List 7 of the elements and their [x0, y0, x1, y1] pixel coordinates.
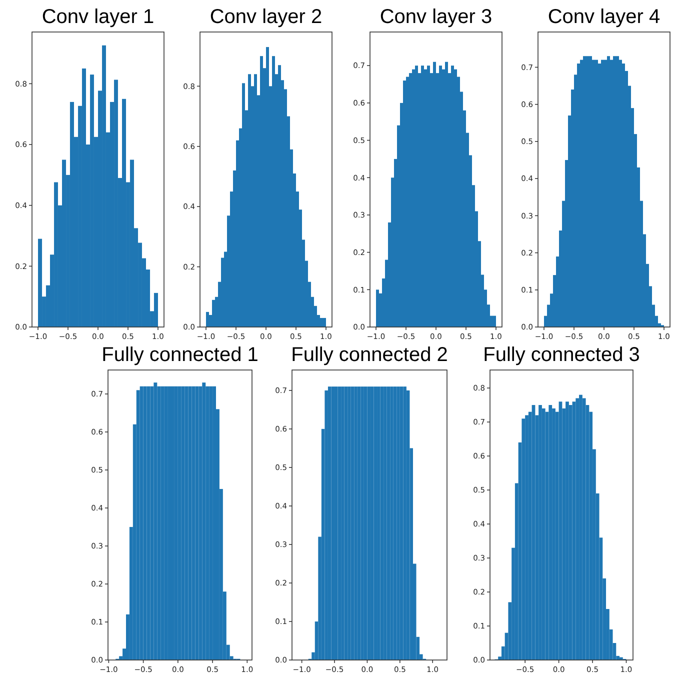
chart-title: Conv layer 2 [210, 6, 322, 28]
chart-title: Conv layer 1 [42, 6, 154, 28]
chart-title: Fully connected 3 [483, 344, 640, 366]
chart-title: Conv layer 4 [548, 6, 660, 28]
chart-title: Fully connected 2 [291, 344, 448, 366]
chart-title: Conv layer 3 [380, 6, 492, 28]
chart-title: Fully connected 1 [102, 344, 258, 366]
